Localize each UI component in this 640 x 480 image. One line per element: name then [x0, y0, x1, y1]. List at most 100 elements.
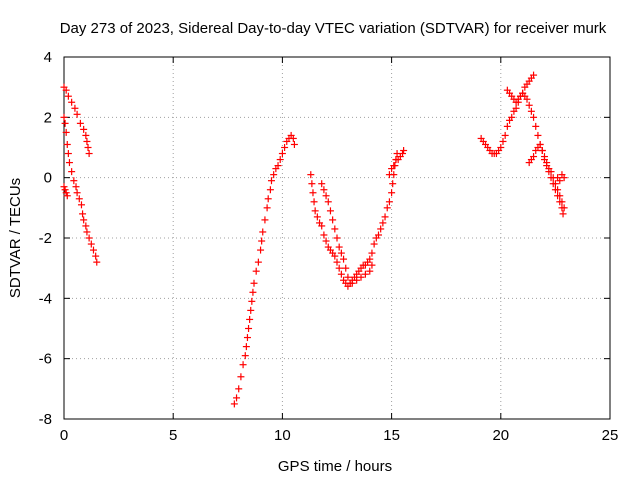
data-point: [399, 150, 407, 158]
x-tick-label: 20: [492, 427, 509, 444]
data-point: [311, 207, 319, 215]
data-point: [536, 140, 544, 148]
data-point: [308, 180, 316, 188]
data-point: [331, 252, 339, 260]
data-point: [559, 210, 567, 218]
chart-title: Day 273 of 2023, Sidereal Day-to-day VTE…: [60, 20, 607, 37]
data-point: [389, 180, 397, 188]
data-point: [335, 243, 343, 251]
data-point: [70, 177, 78, 185]
data-point: [82, 131, 90, 139]
data-point: [324, 198, 332, 206]
data-point: [556, 192, 564, 200]
data-point: [547, 168, 555, 176]
data-point: [233, 394, 241, 402]
data-point: [381, 213, 389, 221]
data-point: [61, 119, 69, 127]
data-point: [366, 255, 374, 263]
data-point: [385, 198, 393, 206]
data-point: [83, 137, 91, 145]
data-point: [560, 204, 568, 212]
data-point: [530, 113, 538, 121]
data-point: [318, 180, 326, 188]
data-point: [551, 180, 559, 188]
data-point: [508, 113, 516, 121]
data-point: [64, 150, 72, 158]
data-point: [361, 270, 369, 278]
data-point: [560, 174, 568, 182]
data-point: [62, 128, 70, 136]
data-point: [84, 144, 92, 151]
data-point: [247, 306, 255, 314]
data-point: [313, 213, 321, 221]
data-point: [534, 131, 542, 139]
data-point: [85, 234, 93, 242]
data-point: [257, 246, 265, 254]
data-point: [543, 159, 551, 167]
data-point: [250, 279, 258, 287]
data-point: [241, 352, 249, 360]
data-point: [89, 246, 97, 254]
data-point: [80, 125, 88, 133]
data-point: [530, 153, 538, 161]
x-axis-label: GPS time / hours: [278, 458, 392, 475]
data-point: [77, 201, 85, 209]
data-point: [79, 210, 87, 218]
data-point: [370, 240, 378, 248]
data-point: [333, 258, 341, 266]
data-point: [366, 267, 374, 275]
data-point: [63, 140, 71, 148]
data-point: [320, 186, 328, 194]
data-point: [76, 119, 84, 127]
data-point: [368, 249, 376, 257]
data-point: [71, 104, 79, 112]
y-tick-label: -4: [39, 290, 52, 307]
data-point: [68, 168, 76, 176]
data-point: [390, 162, 398, 170]
data-point: [278, 150, 286, 158]
data-point: [65, 159, 73, 167]
data-point: [353, 276, 361, 284]
data-point: [309, 189, 317, 197]
data-point: [540, 153, 548, 161]
data-point: [93, 258, 101, 266]
data-point: [274, 162, 282, 170]
y-tick-label: 2: [44, 109, 52, 126]
data-point: [60, 113, 68, 121]
data-point: [245, 325, 253, 332]
data-point: [337, 249, 345, 257]
data-point: [63, 192, 71, 200]
data-point: [322, 237, 330, 245]
data-point: [259, 228, 267, 236]
data-point: [357, 273, 365, 281]
data-point: [368, 261, 376, 269]
data-point: [249, 288, 257, 296]
data-point: [558, 198, 566, 206]
data-point: [318, 222, 326, 230]
data-point: [61, 186, 69, 194]
data-point: [379, 219, 387, 227]
data-point: [73, 110, 81, 118]
y-axis-label: SDTVAR / TECUs: [7, 178, 24, 298]
data-point: [83, 228, 91, 236]
data-point: [230, 400, 238, 408]
data-point: [525, 101, 533, 109]
data-point: [532, 122, 540, 130]
data-point: [261, 216, 269, 224]
data-point: [400, 147, 408, 155]
data-point: [75, 195, 83, 203]
data-point: [329, 216, 337, 224]
data-point: [87, 240, 95, 248]
data-point: [523, 95, 531, 103]
data-point: [326, 207, 334, 215]
data-point: [310, 198, 318, 206]
data-point: [538, 147, 546, 155]
x-tick-label: 15: [383, 427, 400, 444]
data-point: [276, 156, 284, 164]
data-point: [80, 216, 88, 224]
x-tick-label: 5: [169, 427, 177, 444]
data-point: [530, 71, 538, 79]
data-point: [342, 264, 350, 272]
data-point: [258, 237, 266, 245]
